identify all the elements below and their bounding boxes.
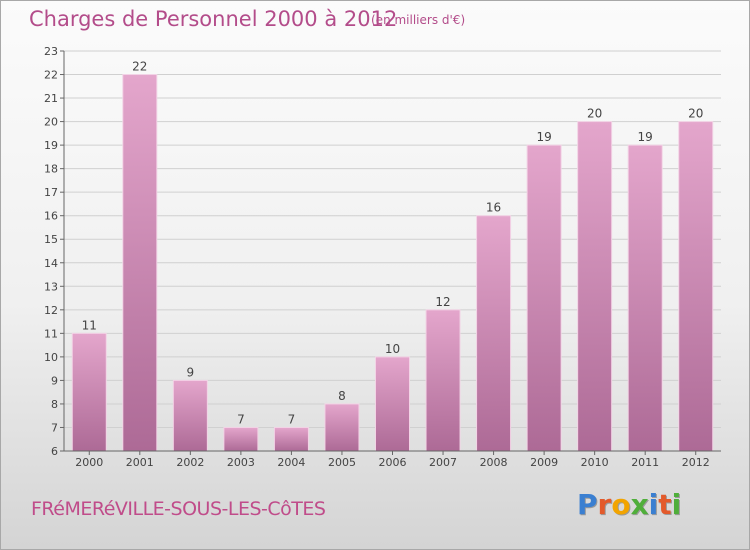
logo-letter: t <box>658 488 672 521</box>
x-tick-label: 2008 <box>480 456 508 469</box>
x-tick-label: 2005 <box>328 456 356 469</box>
x-tick-label: 2000 <box>75 456 103 469</box>
bar-value-label: 8 <box>338 389 346 403</box>
bar <box>375 356 410 452</box>
bar-value-label: 10 <box>385 342 400 356</box>
logo-letter: i <box>671 488 682 521</box>
bars <box>71 74 714 452</box>
proxiti-logo: Proxiti <box>577 488 681 521</box>
x-tick-label: 2002 <box>176 456 204 469</box>
x-tick-label: 2003 <box>227 456 255 469</box>
bar-value-label: 22 <box>132 60 147 74</box>
y-tick-label: 14 <box>44 257 58 270</box>
x-tick-label: 2001 <box>126 456 154 469</box>
bar <box>476 215 512 452</box>
logo-letter: P <box>577 488 598 521</box>
commune-name: FRéMERéVILLE-SOUS-LES-CôTES <box>31 498 326 520</box>
x-tick-label: 2012 <box>682 456 710 469</box>
y-tick-label: 16 <box>44 210 58 223</box>
logo-letter: x <box>630 488 649 521</box>
x-tick-label: 2004 <box>277 456 305 469</box>
bar <box>223 426 259 452</box>
y-tick-label: 9 <box>51 374 58 387</box>
bar-value-label: 9 <box>187 365 195 379</box>
y-tick-label: 12 <box>44 304 58 317</box>
bar-value-label: 19 <box>638 130 653 144</box>
bar <box>273 426 309 452</box>
bar-value-label: 20 <box>587 107 602 121</box>
logo-letter: o <box>611 488 631 521</box>
bar-value-label: 7 <box>288 412 296 426</box>
y-tick-label: 15 <box>44 233 58 246</box>
y-tick-label: 23 <box>44 45 58 58</box>
y-tick-label: 11 <box>44 327 58 340</box>
bar-value-label: 12 <box>435 295 450 309</box>
bar <box>577 121 613 452</box>
bar <box>526 144 562 452</box>
bar-value-label: 19 <box>536 130 551 144</box>
x-tick-label: 2007 <box>429 456 457 469</box>
y-tick-label: 10 <box>44 351 58 364</box>
y-tick-label: 19 <box>44 139 58 152</box>
bar <box>71 332 107 452</box>
bar <box>627 144 663 452</box>
bar-value-label: 20 <box>688 107 703 121</box>
bar-value-label: 7 <box>237 412 245 426</box>
x-tick-label: 2011 <box>631 456 659 469</box>
bar-value-label: 11 <box>82 318 97 332</box>
y-tick-label: 21 <box>44 92 58 105</box>
logo-letter: i <box>648 488 659 521</box>
axes <box>60 50 721 455</box>
y-tick-label: 18 <box>44 163 58 176</box>
y-tick-label: 22 <box>44 69 58 82</box>
chart-title: Charges de Personnel 2000 à 2012 <box>29 7 398 31</box>
x-tick-label: 2009 <box>530 456 558 469</box>
x-tick-label: 2006 <box>379 456 407 469</box>
bar <box>678 121 714 452</box>
bar <box>122 74 158 452</box>
x-tick-label: 2010 <box>581 456 609 469</box>
logo-letter: r <box>597 488 612 521</box>
y-tick-label: 7 <box>51 421 58 434</box>
y-tick-label: 6 <box>51 445 58 458</box>
labels: 6 7 8 9 10 11 12 13 14 15 16 17 18 19 20 21 22 23 11 2000 22… <box>44 45 710 469</box>
y-tick-label: 8 <box>51 398 58 411</box>
y-tick-label: 17 <box>44 186 58 199</box>
y-tick-label: 20 <box>44 116 58 129</box>
bar <box>324 403 360 452</box>
chart-unit: (en milliers d'€) <box>371 13 466 27</box>
y-tick-label: 13 <box>44 280 58 293</box>
bar-value-label: 16 <box>486 201 501 215</box>
bar <box>425 309 461 452</box>
bar <box>172 379 208 452</box>
